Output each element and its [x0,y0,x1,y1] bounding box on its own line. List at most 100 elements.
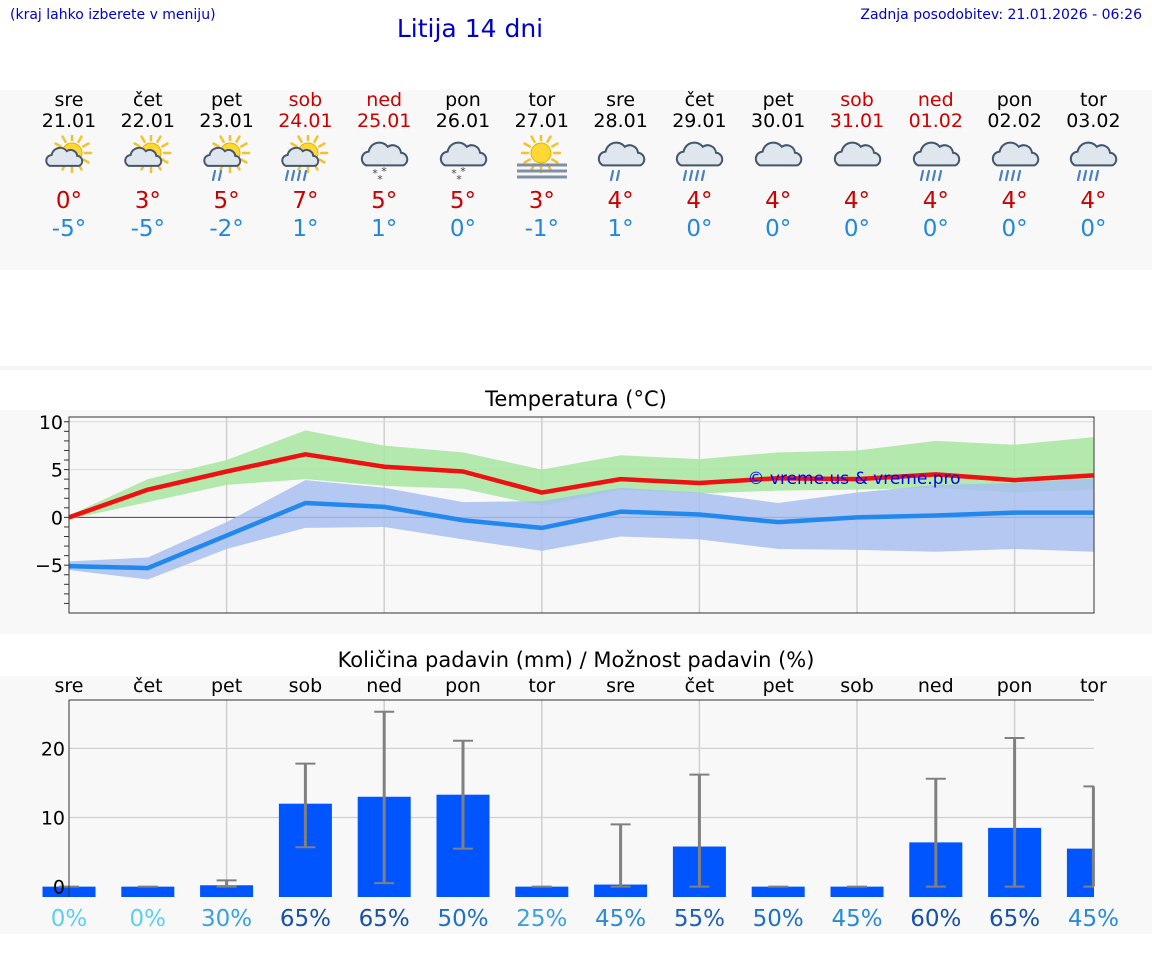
y-tick-label: 10 [39,412,63,434]
precipitation-bar [200,885,254,897]
day-label: pon [445,675,481,697]
min-temperature: 0° [1001,216,1028,242]
max-temperature: 4° [607,188,634,214]
day-column: tor 27.01 3° -1° [502,90,582,243]
cloud-icon [833,141,882,167]
y-tick-label: 20 [41,738,65,760]
cloud-rain-icon [676,141,724,182]
page-title: Litija 14 dni [396,14,544,43]
day-column: tor 03.02 4° 0° [1053,90,1133,243]
precipitation-probability: 65% [359,906,410,932]
max-temperature: 3° [528,188,555,214]
precipitation-bar [1066,848,1094,897]
day-date: 28.01 [593,110,648,132]
precipitation-probability: 45% [595,906,646,932]
day-date: 23.01 [199,110,254,132]
sun-cloud-rain-icon [281,135,329,182]
day-column: čet 29.01 4° 0° [659,90,739,243]
day-label: pet [763,675,794,697]
day-label: sob [289,675,323,697]
max-temperature: 4° [1080,188,1107,214]
precipitation-probability: 0% [130,906,167,932]
day-date: 27.01 [514,110,569,132]
day-date: 22.01 [120,110,175,132]
precipitation-bar [594,884,648,897]
min-temperature: -1° [524,216,560,242]
day-date: 29.01 [672,110,727,132]
day-date: 01.02 [908,110,963,132]
svg-text:*: * [377,173,383,185]
min-temperature-line [68,500,1094,571]
precipitation-probability: 55% [674,906,725,932]
precipitation-bar [515,886,569,897]
max-temperature: 0° [55,188,83,214]
y-tick-label: 0 [53,877,65,899]
daily-forecast-strip: sre 21.01 0° -5° čet 22.01 3° -5° pet 23.01 5° -2° s… [0,90,1152,270]
day-column: ned 01.02 4° 0° [896,90,976,243]
max-temperature: 4° [686,188,713,214]
day-name: ned [366,89,403,111]
day-label: ned [918,675,954,697]
max-temperature: 7° [292,188,319,214]
day-column: pon 26.01 * * * 5° 0° [423,90,503,243]
svg-text:*: * [372,167,378,180]
min-temperature: -5° [130,216,166,242]
day-column: čet 22.01 3° -5° [108,90,188,243]
cloud-rain-icon [1070,141,1118,182]
plot-frame [68,416,1095,614]
precipitation-probability: 45% [831,906,882,932]
day-date: 24.01 [278,110,333,132]
day-name: čet [133,89,163,111]
min-temperature: 0° [449,216,477,242]
min-temperature: -5° [51,216,87,242]
cloud-icon [755,141,803,167]
last-update: Zadnja posodobitev: 21.01.2026 - 06:26 [860,7,1142,23]
day-name: sob [288,89,323,111]
precipitation-probability: 50% [753,906,804,932]
day-name: tor [528,89,556,111]
min-temperature: 0° [765,216,792,242]
max-temperature: 5° [371,188,398,214]
cloud-snow-icon: * ** [439,141,488,185]
temperature-chart: 10 5 0 −5 © vreme.us & vreme.pro [35,412,1095,614]
day-column: pet 30.01 4° 0° [738,90,818,243]
day-name: tor [1079,89,1107,111]
day-label: pon [997,675,1033,697]
temperature-chart-title: Temperatura (°C) [485,387,667,411]
max-temperature-range [69,430,1094,520]
cloud-snow-icon: * ** [361,141,409,185]
cloud-light-rain-icon [597,141,645,182]
day-date: 30.01 [750,110,806,132]
day-label: pet [211,675,242,697]
max-temperature-line [68,452,1094,520]
day-column: sob 31.01 4° 0° [817,90,897,243]
y-tick-label: −5 [35,555,63,577]
cloud-rain-icon [991,141,1039,182]
sun-cloud-icon [124,135,172,174]
precipitation-probability: 65% [989,906,1040,932]
day-name: pet [210,89,243,111]
day-name: pon [996,89,1033,111]
precipitation-probability: 50% [437,906,488,932]
min-temperature: 1° [292,216,319,242]
min-temperature: 0° [686,216,713,242]
day-date: 31.01 [829,110,885,132]
divider [0,366,1152,370]
svg-text:*: * [451,167,457,180]
day-date: 03.02 [1066,110,1121,132]
max-temperature: 5° [449,188,477,214]
cloud-rain-icon [912,141,961,182]
max-temperature: 4° [922,188,949,214]
day-column: sre 21.01 0° -5° [29,90,109,243]
day-date: 25.01 [356,110,412,132]
min-temperature: 1° [607,216,634,242]
day-name: sre [54,89,84,111]
day-label: sob [840,675,874,697]
min-temperature: -2° [209,216,244,242]
max-temperature: 5° [213,188,240,214]
day-column: pet 23.01 5° -2° [187,90,267,243]
max-temperature: 4° [843,188,871,214]
day-date: 02.02 [987,110,1042,132]
max-temperature: 4° [765,188,792,214]
